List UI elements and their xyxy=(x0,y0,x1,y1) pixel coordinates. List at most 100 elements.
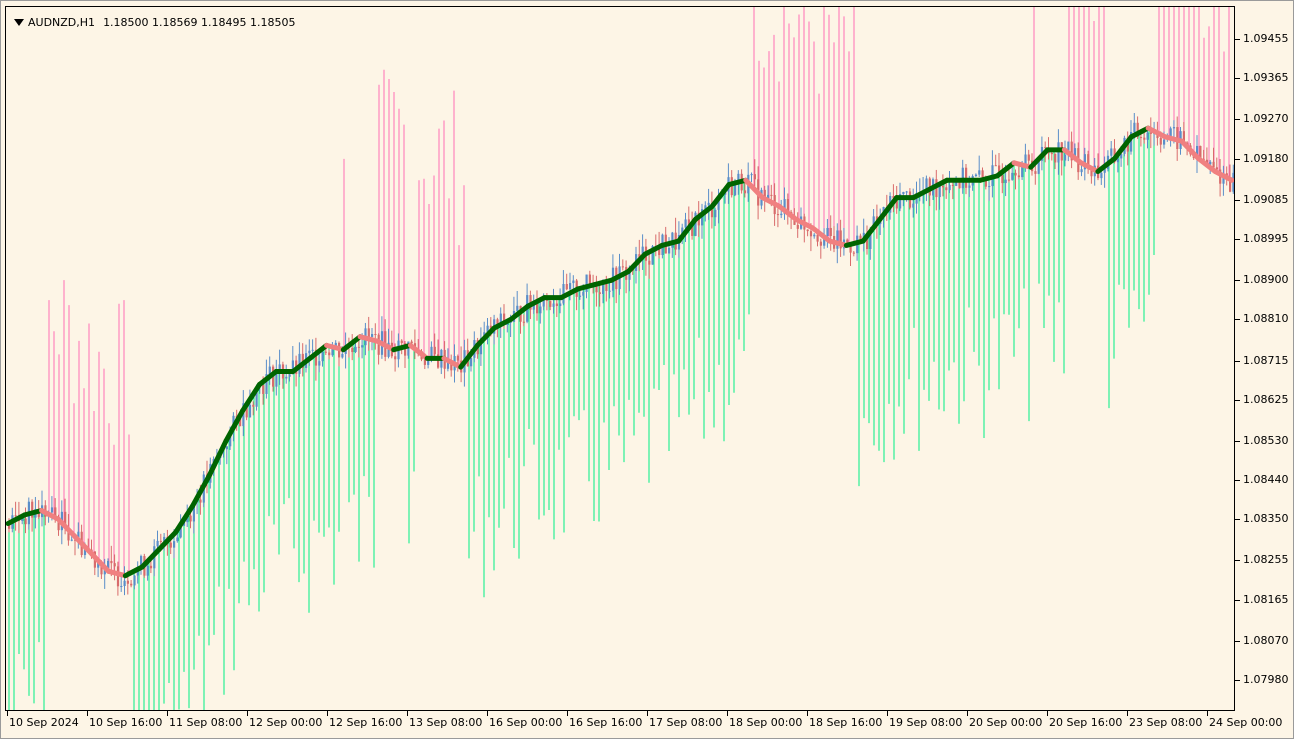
ma-segment xyxy=(173,503,195,535)
candle-body xyxy=(1057,142,1060,163)
symbol-header: AUDNZD,H1 1.18500 1.18569 1.18495 1.1850… xyxy=(14,16,296,29)
candle-body xyxy=(1146,132,1149,140)
candle-body xyxy=(578,295,582,297)
candle-body xyxy=(681,227,684,236)
plot-area[interactable]: AUDNZD,H1 1.18500 1.18569 1.18495 1.1850… xyxy=(5,6,1235,711)
x-tick xyxy=(647,711,648,716)
candle-body xyxy=(1136,122,1139,138)
x-tick xyxy=(887,711,888,716)
candle-body xyxy=(140,556,143,570)
candle-body xyxy=(559,303,562,307)
candle-body xyxy=(691,225,694,236)
candle-body xyxy=(813,234,816,237)
ma-segment xyxy=(843,238,866,248)
candle-body xyxy=(786,199,789,212)
candle-body xyxy=(130,583,133,586)
candle-body xyxy=(83,547,87,556)
x-tick-label: 24 Sep 00:00 xyxy=(1209,716,1283,729)
candle-body xyxy=(1034,171,1037,174)
candle-body xyxy=(869,229,872,250)
candle-body xyxy=(430,346,433,357)
x-tick xyxy=(7,711,8,716)
candle-body xyxy=(852,252,855,254)
ma-segment xyxy=(776,203,799,222)
ma-segment xyxy=(760,195,782,209)
candle-body xyxy=(823,236,826,246)
ma-segment xyxy=(877,195,900,222)
ma-segment xyxy=(558,286,581,301)
candle-body xyxy=(1133,122,1136,133)
candle-body xyxy=(1209,161,1212,165)
candle-body xyxy=(565,283,568,290)
ma-segment xyxy=(827,238,849,248)
candle-body xyxy=(159,540,162,542)
candle-body xyxy=(371,334,374,337)
candle-body xyxy=(978,170,981,175)
candle-body xyxy=(225,446,228,450)
y-tick-label: 1.07980 xyxy=(1243,673,1289,686)
candle-body xyxy=(941,186,945,188)
candle-body xyxy=(156,540,159,547)
time-axis[interactable]: 10 Sep 2024 10 Sep 16:00 11 Sep 08:00 12 Se… xyxy=(5,711,1293,737)
ma-segment xyxy=(927,177,950,192)
candle-body xyxy=(54,507,57,517)
candle-body xyxy=(255,386,258,407)
candle-body xyxy=(641,246,644,259)
candle-body xyxy=(707,202,710,206)
ma-segment xyxy=(206,438,229,479)
candle-body xyxy=(605,279,608,292)
y-tick xyxy=(1235,199,1240,201)
candle-body xyxy=(77,531,80,541)
candle-body xyxy=(1159,138,1162,145)
x-tick-label: 18 Sep 16:00 xyxy=(809,716,883,729)
candle-body xyxy=(275,371,278,387)
y-tick xyxy=(1235,599,1240,601)
y-tick xyxy=(1235,280,1240,282)
candle-body xyxy=(704,205,707,210)
candle-body xyxy=(1067,141,1070,155)
candle-body xyxy=(110,560,113,564)
candle-body xyxy=(308,350,311,354)
candle-body xyxy=(783,199,786,214)
candle-body xyxy=(776,214,780,216)
candle-body xyxy=(945,187,948,191)
ma-segment xyxy=(1212,169,1234,183)
ma-segment xyxy=(525,295,548,309)
ma-segment xyxy=(659,238,682,248)
x-tick-label: 11 Sep 08:00 xyxy=(169,716,243,729)
ma-segment xyxy=(1145,125,1168,140)
x-tick-label: 17 Sep 08:00 xyxy=(649,716,723,729)
candle-body xyxy=(341,353,344,358)
candle-body xyxy=(446,362,450,369)
candle-body xyxy=(291,360,294,375)
candle-body xyxy=(912,203,915,208)
candle-body xyxy=(1199,145,1202,159)
candle-body xyxy=(314,349,318,366)
candle-body xyxy=(536,302,539,314)
ma-segment xyxy=(692,203,715,222)
candle-body xyxy=(648,260,651,265)
x-tick xyxy=(967,711,968,716)
candle-body xyxy=(328,352,331,356)
y-tick xyxy=(1235,78,1240,80)
price-axis[interactable]: 1.09455 1.09365 1.09270 1.09180 1.09085 1.089… xyxy=(1235,6,1293,711)
candle-body xyxy=(951,184,954,186)
y-tick-label: 1.08350 xyxy=(1243,512,1289,526)
ma-segment xyxy=(89,551,112,574)
candle-body xyxy=(1139,137,1143,139)
chevron-down-icon[interactable] xyxy=(14,19,24,26)
candle-body xyxy=(334,342,337,348)
candle-body xyxy=(400,340,403,344)
ma-segment xyxy=(793,216,816,231)
ma-segment xyxy=(106,568,128,579)
candle-body xyxy=(1011,172,1014,180)
candle-body xyxy=(734,180,737,196)
candle-body xyxy=(64,511,67,528)
candle-body xyxy=(186,515,189,523)
envelope-bands xyxy=(8,7,1230,710)
candle-body xyxy=(1143,137,1146,140)
y-tick-label: 1.08715 xyxy=(1243,353,1289,367)
y-tick-label: 1.08255 xyxy=(1243,553,1289,567)
candle-body xyxy=(192,502,195,522)
